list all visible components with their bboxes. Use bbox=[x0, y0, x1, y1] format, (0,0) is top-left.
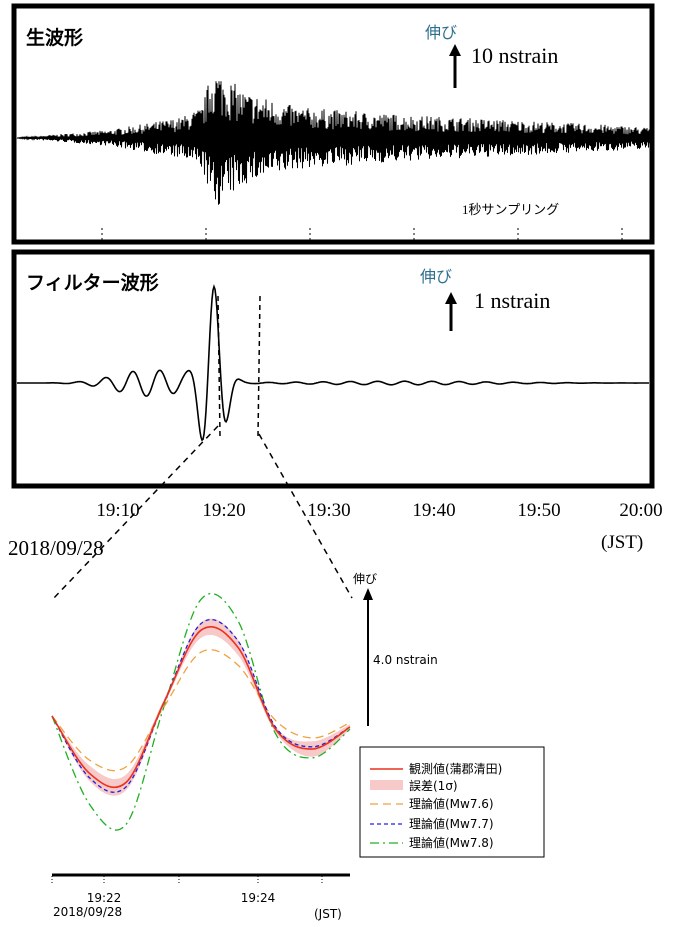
legend-box bbox=[359, 746, 545, 858]
detail-scale-arrow bbox=[363, 588, 373, 726]
legend-swatch-error bbox=[370, 780, 403, 790]
filtered-direction-label: 伸び bbox=[420, 267, 452, 286]
top-axis: 19:10 19:20 19:30 19:40 19:50 20:00 2018… bbox=[8, 500, 663, 560]
zoom-connectors bbox=[51, 425, 353, 601]
filtered-scale-label: 1 nstrain bbox=[474, 288, 550, 313]
raw-waveform-line bbox=[16, 81, 650, 205]
detail-tick-label: 19:24 bbox=[241, 891, 276, 905]
top-tick-label: 19:10 bbox=[96, 500, 139, 521]
detail-scale-label: 4.0 nstrain bbox=[373, 653, 438, 667]
top-date-label: 2018/09/28 bbox=[8, 536, 104, 560]
filtered-waveform-line bbox=[17, 284, 649, 442]
series-line-mw76 bbox=[51, 649, 351, 772]
legend-label: 理論値(Mw7.7) bbox=[409, 816, 494, 831]
raw-panel-title: 生波形 bbox=[26, 26, 83, 49]
filtered-scale-arrow bbox=[445, 292, 457, 331]
raw-direction-label: 伸び bbox=[425, 23, 457, 42]
top-unit-label: (JST) bbox=[601, 532, 643, 553]
top-tick-label: 19:40 bbox=[412, 500, 455, 521]
legend-label: 理論値(Mw7.8) bbox=[409, 835, 494, 850]
top-tick-label: 19:20 bbox=[202, 500, 245, 521]
legend-label: 理論値(Mw7.6) bbox=[409, 796, 494, 811]
series-line-observed bbox=[51, 625, 351, 789]
legend-label: 観測値(蒲郡清田) bbox=[409, 761, 502, 776]
legend-label: 誤差(1σ) bbox=[409, 778, 458, 793]
top-tick-label: 19:30 bbox=[307, 500, 350, 521]
top-tick-label: 20:00 bbox=[619, 500, 662, 521]
detail-tick-label: 19:22 bbox=[87, 891, 122, 905]
detail-unit-label: (JST) bbox=[314, 907, 342, 921]
top-tick-label: 19:50 bbox=[517, 500, 560, 521]
series-line-mw77 bbox=[51, 618, 351, 793]
raw-sampling-note: 1秒サンプリング bbox=[462, 202, 559, 217]
raw-scale-arrow bbox=[449, 44, 461, 88]
detail-direction-label: 伸び bbox=[353, 572, 377, 586]
detail-date-label: 2018/09/28 bbox=[53, 905, 122, 919]
filtered-panel-title: フィルター波形 bbox=[26, 271, 159, 294]
raw-scale-label: 10 nstrain bbox=[471, 43, 558, 68]
detail-axis: 19:22 19:24 2018/09/28 (JST) bbox=[51, 873, 350, 921]
filtered-panel-frame bbox=[11, 249, 655, 489]
error-band bbox=[52, 618, 350, 796]
legend: 観測値(蒲郡清田) 誤差(1σ) 理論値(Mw7.6) 理論値(Mw7.7) 理… bbox=[359, 746, 545, 858]
raw-panel-frame bbox=[11, 3, 655, 245]
